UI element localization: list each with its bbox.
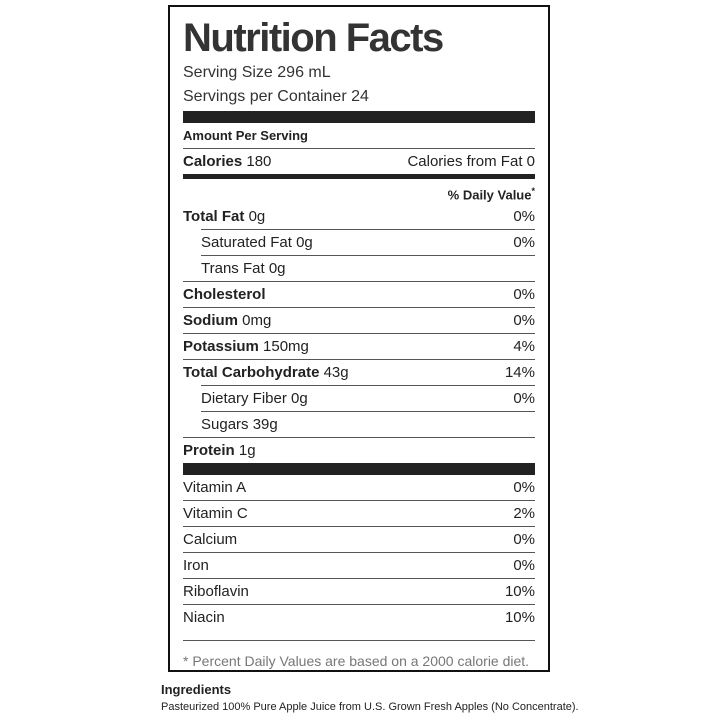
daily-value: 10% <box>504 583 535 600</box>
nutrient: Calcium <box>183 527 237 552</box>
nutrient-name: Potassium <box>183 338 259 355</box>
calories-row: Calories 180 Calories from Fat 0 <box>183 148 535 174</box>
nutrient-row: Dietary Fiber 0g 0% <box>201 385 535 411</box>
nutrient: Sugars 39g <box>201 412 278 437</box>
calories-from-fat: Calories from Fat 0 <box>407 153 535 170</box>
nutrient-amount: 39g <box>252 416 278 433</box>
daily-value: 0% <box>513 312 535 329</box>
divider <box>183 174 535 179</box>
nutrient-name: Protein <box>183 442 235 459</box>
nutrient: Vitamin A <box>183 475 246 500</box>
daily-value: 0% <box>513 479 535 496</box>
nutrient: Dietary Fiber 0g <box>201 386 308 411</box>
nutrient-row: Riboflavin 10% <box>183 578 535 604</box>
nutrient: Potassium 150mg <box>183 334 309 359</box>
nutrient: Total Fat 0g <box>183 204 265 229</box>
ingredients-text: Pasteurized 100% Pure Apple Juice from U… <box>161 701 579 713</box>
nutrient: Trans Fat 0g <box>201 256 286 281</box>
daily-value: 0% <box>513 557 535 574</box>
vitamin-list: Vitamin A 0% Vitamin C 2% Calcium 0% Iron 0% Rib… <box>183 475 535 630</box>
nutrient-amount: 0g <box>248 208 266 225</box>
dv-marker: * <box>531 186 535 196</box>
dv-header-text: % Daily Value* <box>448 179 535 204</box>
nutrient: Cholesterol <box>183 282 266 307</box>
nutrient: Total Carbohydrate 43g <box>183 360 349 385</box>
daily-value: 0% <box>513 390 535 407</box>
footnote: * Percent Daily Values are based on a 20… <box>183 640 535 670</box>
nutrient: Protein 1g <box>183 438 256 463</box>
nutrient-name: Vitamin A <box>183 479 247 496</box>
nutrient-row: Vitamin A 0% <box>183 475 535 500</box>
title: Nutrition Facts <box>183 16 444 60</box>
nutrient-row: Total Fat 0g 0% <box>183 204 535 229</box>
ingredients-heading: Ingredients <box>161 682 232 697</box>
nutrient-amount: 0mg <box>242 312 272 329</box>
nutrient-amount: 0g <box>291 390 308 407</box>
nutrient-name: Sugars <box>201 416 249 433</box>
nutrient-amount: 1g <box>238 442 256 459</box>
calories-amount: 180 <box>246 153 272 170</box>
nutrient-name: Saturated Fat <box>201 234 292 251</box>
nutrient: Riboflavin <box>183 579 249 604</box>
nutrient-row: Calcium 0% <box>183 526 535 552</box>
nutrient-row: Vitamin C 2% <box>183 500 535 526</box>
nutrition-label: Nutrition Facts Serving Size 296 mL Serv… <box>168 5 550 672</box>
nutrient-name: Sodium <box>183 312 238 329</box>
nutrient-name: Dietary Fiber <box>201 390 287 407</box>
nutrient: Sodium 0mg <box>183 308 271 333</box>
divider <box>183 463 535 475</box>
nutrient-row: Sodium 0mg 0% <box>183 307 535 333</box>
daily-value: 0% <box>513 208 535 225</box>
nutrient-row: Sugars 39g <box>201 411 535 437</box>
nutrient: Iron <box>183 553 209 578</box>
calories: Calories 180 <box>183 149 271 174</box>
calories-name: Calories <box>183 153 243 170</box>
nutrient-name: Calcium <box>183 531 238 548</box>
nutrient-amount: 0g <box>296 234 313 251</box>
nutrient-row: Total Carbohydrate 43g 14% <box>183 359 535 385</box>
nutrient-name: Trans Fat <box>201 260 265 277</box>
nutrient-row: Trans Fat 0g <box>201 255 535 281</box>
nutrient-row: Iron 0% <box>183 552 535 578</box>
daily-value: 10% <box>504 609 535 626</box>
daily-value: 0% <box>513 531 535 548</box>
nutrient-name: Cholesterol <box>183 286 266 303</box>
amount-per-serving: Amount Per Serving <box>183 128 308 143</box>
daily-value: 4% <box>513 338 535 355</box>
serving-size: Serving Size 296 mL <box>183 64 331 81</box>
nutrient-name: Total Fat <box>183 208 245 225</box>
daily-value: 2% <box>513 505 535 522</box>
dv-label: % Daily Value <box>447 187 532 203</box>
divider <box>183 111 535 123</box>
nutrient-row: Protein 1g <box>183 437 535 463</box>
nutrient-name: Vitamin C <box>183 505 248 522</box>
nutrient-name: Iron <box>183 557 209 574</box>
nutrient-row: Niacin 10% <box>183 604 535 630</box>
amount-header: Amount Per Serving <box>183 123 535 148</box>
nutrient: Vitamin C <box>183 501 248 526</box>
nutrient-list: Total Fat 0g 0% Saturated Fat 0g 0% Trans Fa… <box>183 204 535 463</box>
nutrient-name: Riboflavin <box>183 583 249 600</box>
nutrient-amount: 0g <box>268 260 286 277</box>
daily-value: 14% <box>504 364 535 381</box>
daily-value: 0% <box>513 234 535 251</box>
nutrient-row: Potassium 150mg 4% <box>183 333 535 359</box>
nutrient-name: Niacin <box>183 609 225 626</box>
nutrient-row: Cholesterol 0% <box>183 281 535 307</box>
ingredients: Ingredients Pasteurized 100% Pure Apple … <box>161 682 579 713</box>
servings: Servings per Container 24 <box>183 88 369 105</box>
nutrient-row: Saturated Fat 0g 0% <box>201 229 535 255</box>
nutrient-amount: 150mg <box>263 338 309 355</box>
daily-value: 0% <box>513 286 535 303</box>
nutrient-amount: 43g <box>323 364 349 381</box>
nutrient: Niacin <box>183 605 225 630</box>
dv-header: % Daily Value* <box>183 179 535 204</box>
nutrient: Saturated Fat 0g <box>201 230 313 255</box>
nutrient-name: Total Carbohydrate <box>183 364 320 381</box>
